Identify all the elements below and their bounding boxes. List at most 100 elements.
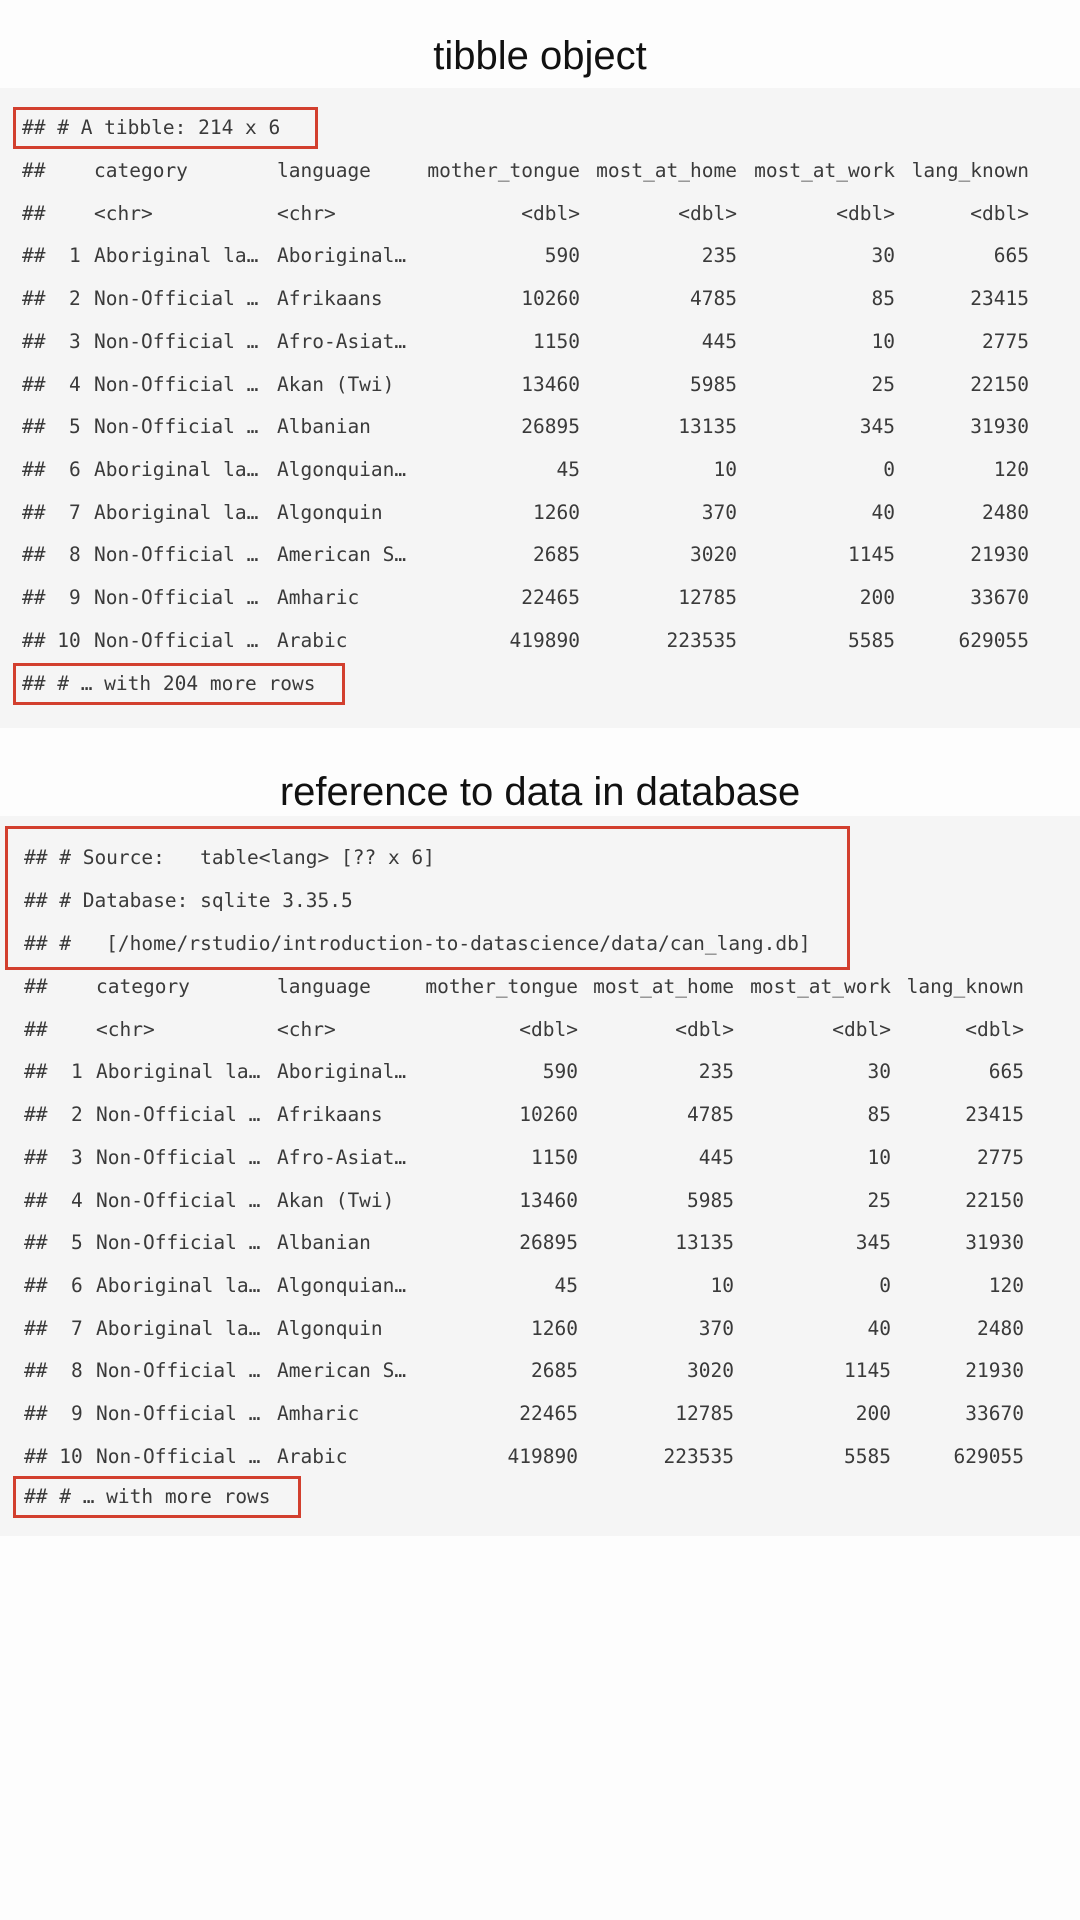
category-cell: Aboriginal la…: [94, 244, 259, 268]
code-output-block: [0, 88, 1080, 728]
mother-tongue-cell: 13460: [519, 1188, 578, 1212]
most-at-work-cell: 5585: [848, 628, 895, 652]
language-cell: Akan (Twi): [277, 372, 395, 396]
table-row: ## 4 Non-Official … Akan (Twi) 13460 5985 25 2…: [0, 363, 1080, 406]
table-row: ## 1 Aboriginal la… Aboriginal… 590 235 30 665: [0, 1050, 1080, 1093]
lang-known-cell: 23415: [970, 287, 1029, 311]
table-row: ## 2 Non-Official … Afrikaans 10260 4785 85 23…: [0, 1093, 1080, 1136]
row-prefix: ##: [22, 159, 46, 182]
language-cell: language: [277, 159, 371, 182]
meta-line: ## # Source: table<lang> [?? x 6]: [24, 846, 435, 869]
mother-tongue-cell: <dbl>: [521, 201, 580, 225]
language-cell: Akan (Twi): [277, 1188, 395, 1212]
most-at-work-cell: 25: [871, 372, 895, 396]
category-cell: Non-Official …: [94, 329, 259, 353]
most-at-home-cell: most_at_home: [593, 975, 734, 998]
most-at-work-cell: 85: [867, 1103, 891, 1127]
most-at-home-cell: 4785: [687, 1103, 734, 1127]
most-at-work-cell: 1145: [844, 1359, 891, 1383]
most-at-work-cell: 40: [871, 500, 895, 524]
category-cell: category: [96, 975, 190, 998]
most-at-home-cell: 223535: [663, 1444, 734, 1468]
mother-tongue-cell: 2685: [531, 1359, 578, 1383]
language-cell: American S…: [277, 543, 407, 567]
lang-known-cell: 33670: [965, 1402, 1024, 1425]
row-prefix: ## 10: [24, 1444, 83, 1468]
mother-tongue-cell: 419890: [507, 1444, 578, 1468]
most-at-work-cell: 25: [867, 1188, 891, 1212]
row-prefix: ## 2: [24, 1103, 83, 1127]
language-cell: Afro-Asiat…: [277, 329, 407, 353]
most-at-home-cell: 223535: [666, 628, 737, 652]
table-row: ## 1 Aboriginal la… Aboriginal… 590 235 30 665: [0, 234, 1080, 277]
table-row: ## 9 Non-Official … Amharic 22465 12785 200 33…: [0, 576, 1080, 619]
highlight-box: [5, 826, 850, 970]
table-row: ## 2 Non-Official … Afrikaans 10260 4785 85 23…: [0, 277, 1080, 320]
highlight-box: [13, 663, 345, 705]
row-prefix: ## 4: [24, 1188, 83, 1212]
mother-tongue-cell: 590: [544, 244, 580, 268]
row-prefix: ## 1: [22, 244, 81, 268]
category-cell: Non-Official …: [96, 1444, 261, 1468]
most-at-home-cell: most_at_home: [596, 159, 737, 182]
mother-tongue-cell: 1150: [533, 329, 580, 353]
language-cell: Arabic: [277, 1444, 348, 1468]
most-at-work-cell: 0: [879, 1273, 891, 1297]
most-at-work-cell: 10: [871, 329, 895, 353]
category-cell: Non-Official …: [96, 1231, 261, 1255]
most-at-home-cell: 10: [713, 457, 737, 481]
row-prefix: ## 10: [22, 628, 81, 652]
most-at-work-cell: 345: [855, 1231, 891, 1255]
most-at-home-cell: 235: [701, 244, 737, 268]
most-at-work-cell: <dbl>: [832, 1017, 891, 1041]
language-cell: Algonquian…: [277, 457, 407, 481]
mother-tongue-cell: mother_tongue: [427, 159, 580, 182]
most-at-work-cell: 40: [867, 1316, 891, 1340]
mother-tongue-cell: 45: [554, 1273, 578, 1297]
table-row: ## 6 Aboriginal la… Algonquian… 45 10 0 120: [0, 1264, 1080, 1307]
mother-tongue-cell: 590: [542, 1060, 578, 1084]
most-at-home-cell: 445: [698, 1145, 734, 1169]
most-at-home-cell: 13135: [675, 1231, 734, 1255]
category-cell: Aboriginal la…: [94, 500, 259, 524]
language-cell: language: [277, 975, 371, 998]
highlight-box: [13, 107, 318, 149]
mother-tongue-cell: 10260: [521, 287, 580, 311]
most-at-work-cell: 200: [855, 1402, 891, 1425]
row-prefix: ## 1: [24, 1060, 83, 1084]
most-at-home-cell: 445: [701, 329, 737, 353]
category-cell: Aboriginal la…: [94, 457, 259, 481]
highlight-box: [13, 1476, 301, 1518]
category-cell: Non-Official …: [94, 586, 259, 609]
language-cell: Arabic: [277, 628, 348, 652]
mother-tongue-cell: 26895: [521, 415, 580, 439]
row-prefix: ## 9: [22, 586, 81, 609]
lang-known-cell: <dbl>: [965, 1017, 1024, 1041]
most-at-home-cell: 235: [698, 1060, 734, 1084]
lang-known-cell: 629055: [958, 628, 1029, 652]
most-at-home-cell: <dbl>: [678, 201, 737, 225]
table-row: ## 8 Non-Official … American S… 2685 3020 114…: [0, 1349, 1080, 1392]
most-at-work-cell: 10: [867, 1145, 891, 1169]
category-cell: Aboriginal la…: [96, 1060, 261, 1084]
language-cell: Afrikaans: [277, 287, 383, 311]
mother-tongue-cell: 2685: [533, 543, 580, 567]
row-prefix: ## 6: [24, 1273, 83, 1297]
meta-line: ## # Database: sqlite 3.35.5: [24, 889, 353, 912]
table-row: ## 5 Non-Official … Albanian 26895 13135 345 3…: [0, 1221, 1080, 1264]
most-at-home-cell: 5985: [687, 1188, 734, 1212]
lang-known-cell: 120: [988, 1273, 1024, 1297]
mother-tongue-cell: 26895: [519, 1231, 578, 1255]
lang-known-cell: 629055: [953, 1444, 1024, 1468]
table-type-row: ## <chr> <chr> <dbl> <dbl> <dbl> <dbl>: [0, 1008, 1080, 1051]
most-at-work-cell: 200: [859, 586, 895, 609]
mother-tongue-cell: 10260: [519, 1103, 578, 1127]
most-at-work-cell: <dbl>: [836, 201, 895, 225]
lang-known-cell: lang_known: [906, 975, 1024, 998]
language-cell: Algonquian…: [277, 1273, 407, 1297]
category-cell: <chr>: [94, 201, 153, 225]
lang-known-cell: 31930: [970, 415, 1029, 439]
most-at-work-cell: 30: [867, 1060, 891, 1084]
most-at-home-cell: 10: [710, 1273, 734, 1297]
table-row: ## 7 Aboriginal la… Algonquin 1260 370 40 2480: [0, 491, 1080, 534]
